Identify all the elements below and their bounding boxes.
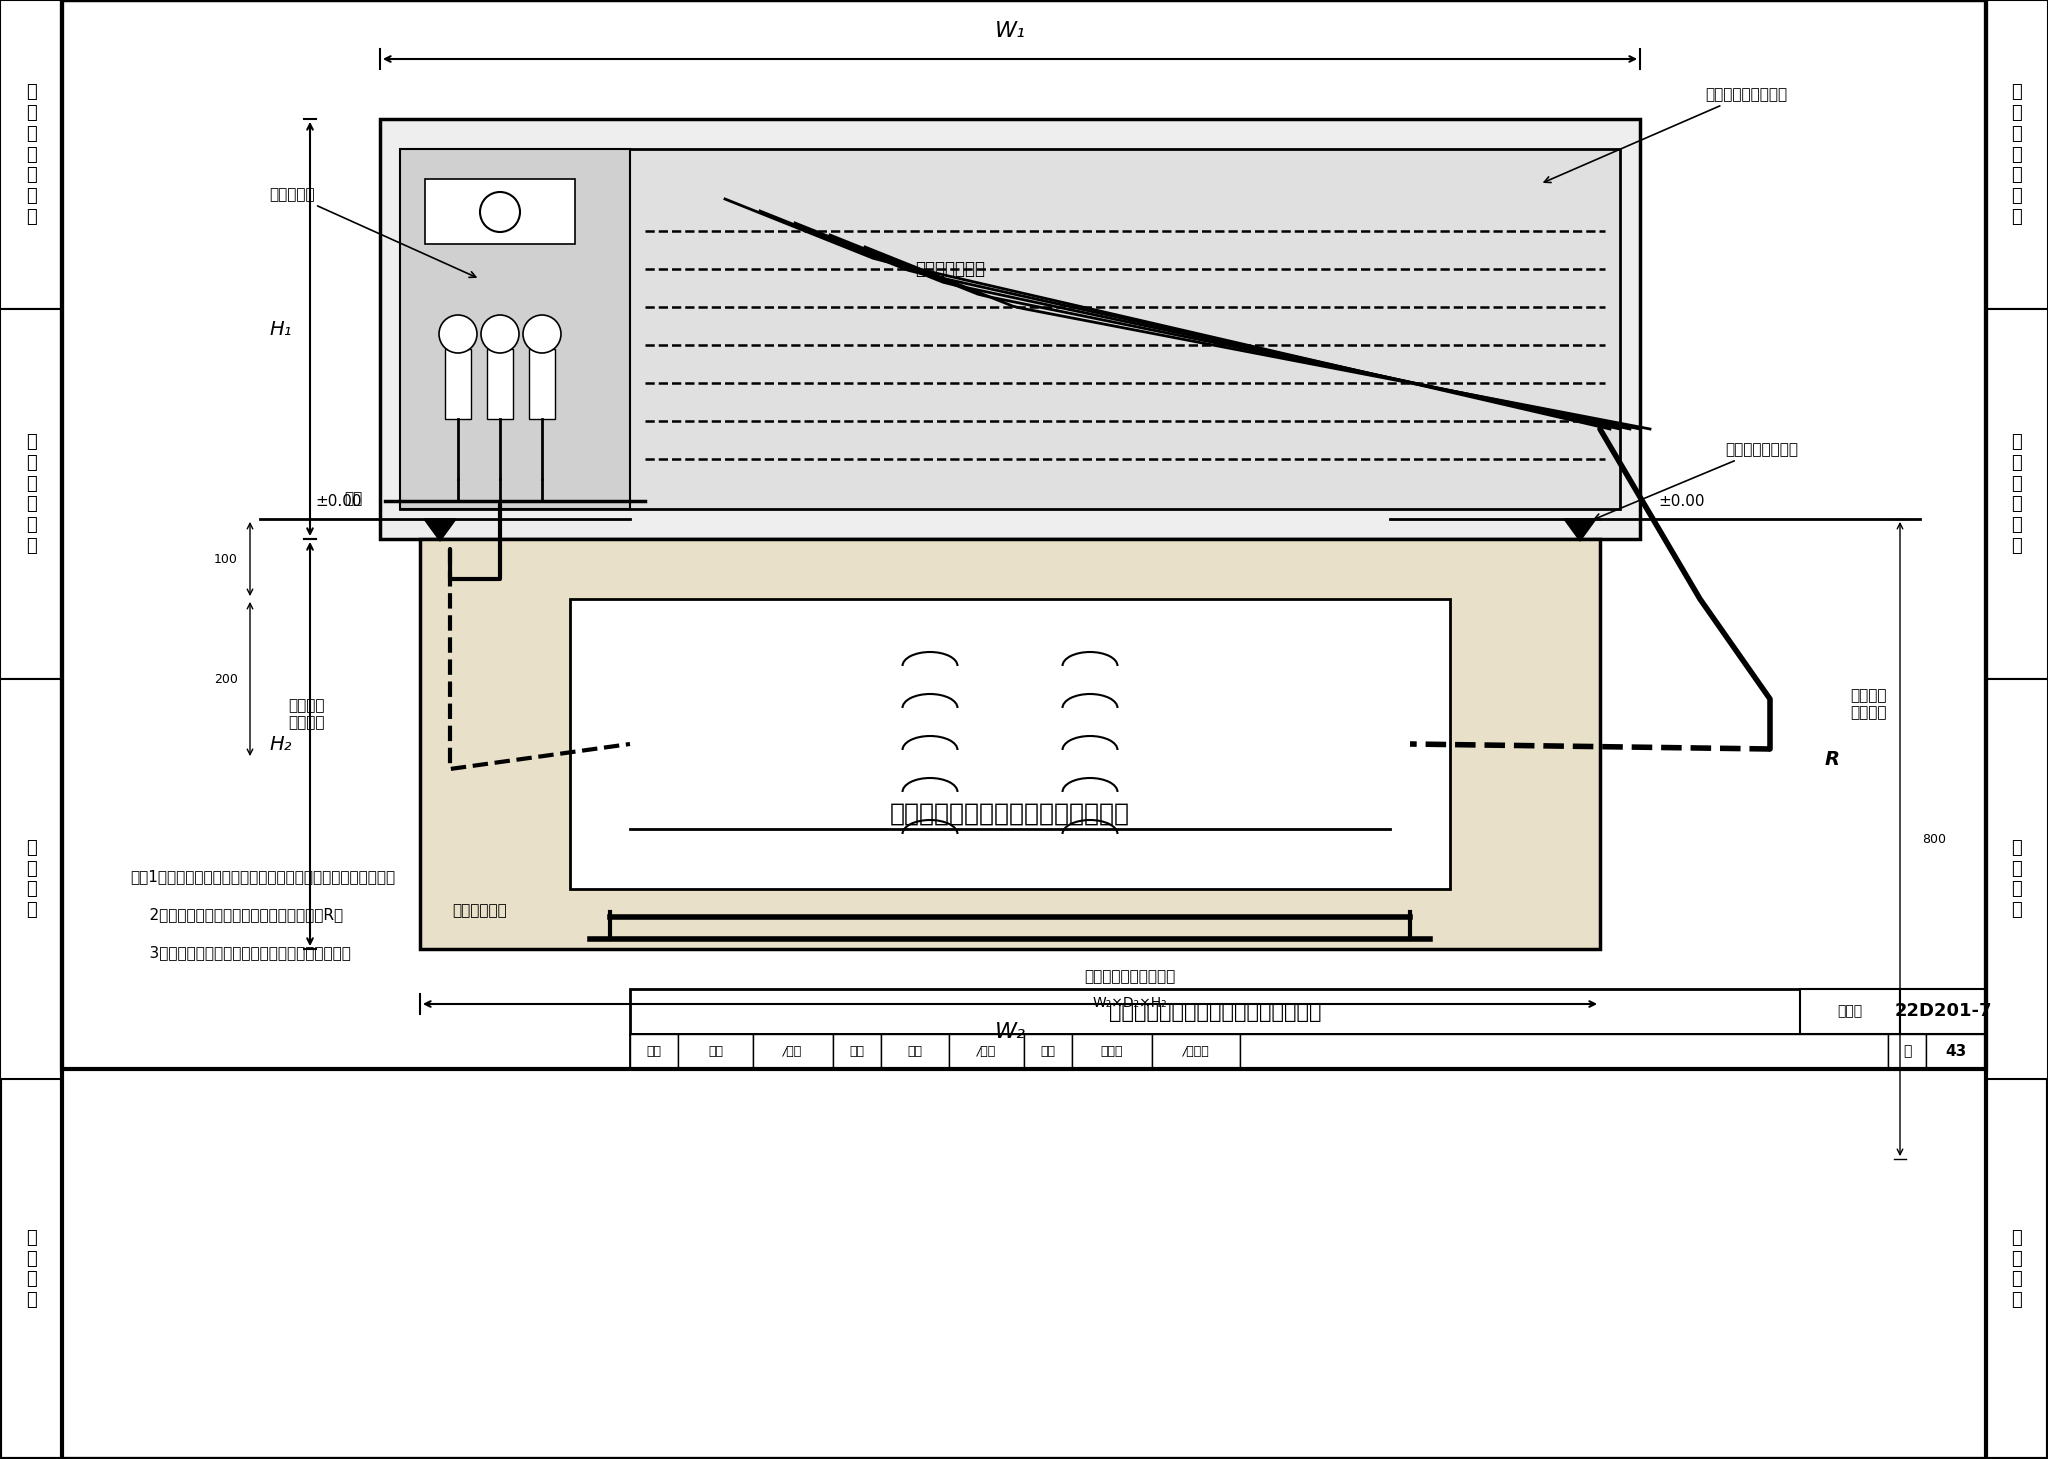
- Text: H₁: H₁: [270, 320, 293, 338]
- Bar: [1987, 678, 2048, 1080]
- Bar: [1024, 1034, 1071, 1069]
- Text: 2．根据高、低压电缆截面积确定转弯半径R。: 2．根据高、低压电缆截面积确定转弯半径R。: [129, 907, 344, 922]
- Text: 电
气
系
统: 电 气 系 统: [27, 839, 37, 919]
- Bar: [1987, 0, 2048, 309]
- Polygon shape: [1565, 519, 1595, 541]
- Circle shape: [438, 315, 477, 353]
- Text: 高压进线柜: 高压进线柜: [270, 187, 475, 277]
- Text: 43: 43: [1946, 1045, 1966, 1059]
- Text: W₂×D₂×H₂: W₂×D₂×H₂: [1094, 996, 1167, 1010]
- Text: 200: 200: [215, 673, 238, 686]
- Text: 审核: 审核: [647, 1045, 662, 1058]
- Bar: [0, 0, 61, 309]
- Text: /陈珠: /陈珠: [784, 1045, 803, 1058]
- Bar: [1151, 1034, 1239, 1069]
- Text: 预制式地下变压器基舱: 预制式地下变压器基舱: [1083, 969, 1176, 985]
- Circle shape: [479, 193, 520, 232]
- Bar: [754, 1034, 834, 1069]
- Bar: [1987, 0, 2048, 1459]
- Text: ±0.00: ±0.00: [1659, 493, 1704, 509]
- Bar: [61, 0, 1987, 1069]
- Text: 预制地面柜体基础: 预制地面柜体基础: [1593, 442, 1798, 519]
- Bar: [444, 349, 471, 419]
- Text: H₂: H₂: [270, 734, 293, 753]
- Bar: [678, 1034, 754, 1069]
- Text: 胡桃: 胡桃: [907, 1045, 922, 1058]
- Text: 图集号: 图集号: [1837, 1004, 1862, 1018]
- Text: 100: 100: [215, 553, 238, 566]
- Bar: [631, 989, 1987, 1034]
- Bar: [0, 678, 61, 1080]
- Text: R: R: [1825, 750, 1839, 769]
- Polygon shape: [424, 519, 457, 541]
- Bar: [399, 149, 631, 509]
- Bar: [1450, 538, 1599, 948]
- Text: 800: 800: [1921, 833, 1946, 846]
- Bar: [569, 600, 1450, 889]
- Circle shape: [522, 315, 561, 353]
- Bar: [1987, 309, 2048, 678]
- Bar: [834, 1034, 881, 1069]
- Bar: [426, 179, 575, 244]
- Text: 低压配电柜出线回路: 低压配电柜出线回路: [1544, 88, 1788, 182]
- Bar: [1925, 1034, 1987, 1069]
- Text: 崔振辉: 崔振辉: [1100, 1045, 1122, 1058]
- Text: 预装式户外箱体: 预装式户外箱体: [915, 260, 985, 279]
- Text: W₂: W₂: [995, 1021, 1026, 1042]
- Bar: [948, 1034, 1024, 1069]
- Text: 支架: 支架: [344, 492, 362, 506]
- Bar: [1239, 1034, 1888, 1069]
- Text: 平
面
图
、
详
图: 平 面 图 、 详 图: [2011, 433, 2021, 554]
- Text: 注：1．高、低压电缆直埋敷设时，覆土深度在当地冻土层以下。: 注：1．高、低压电缆直埋敷设时，覆土深度在当地冻土层以下。: [129, 870, 395, 884]
- Text: 22D201-7: 22D201-7: [1894, 1002, 1993, 1020]
- Bar: [1071, 1034, 1151, 1069]
- Text: 平
面
图
、
详
图: 平 面 图 、 详 图: [27, 433, 37, 554]
- Bar: [1901, 989, 1987, 1034]
- Text: /印船: /印船: [977, 1045, 995, 1058]
- Text: 低压电缆
直埋出线: 低压电缆 直埋出线: [1849, 687, 1886, 721]
- Text: 设计: 设计: [1040, 1045, 1055, 1058]
- Text: 页: 页: [1903, 1045, 1911, 1058]
- Text: 配
套
设
施: 配 套 设 施: [2011, 1228, 2021, 1309]
- Bar: [1800, 989, 1901, 1034]
- Bar: [881, 1034, 948, 1069]
- Text: 高、低压电缆直埋进出线安装示意图: 高、低压电缆直埋进出线安装示意图: [891, 802, 1130, 826]
- Text: 设
计
与
安
装
要
点: 设 计 与 安 装 要 点: [2011, 83, 2021, 226]
- Bar: [0, 0, 61, 1459]
- Bar: [420, 538, 569, 948]
- Circle shape: [481, 315, 518, 353]
- Bar: [0, 309, 61, 678]
- Bar: [631, 1034, 678, 1069]
- Text: 电
气
系
统: 电 气 系 统: [2011, 839, 2021, 919]
- Bar: [1888, 1034, 1925, 1069]
- Text: 配
套
设
施: 配 套 设 施: [27, 1228, 37, 1309]
- Text: /霍振辉: /霍振辉: [1182, 1045, 1210, 1058]
- Bar: [528, 349, 555, 419]
- Bar: [569, 889, 1450, 948]
- Text: ±0.00: ±0.00: [315, 493, 362, 509]
- Bar: [631, 1034, 1987, 1069]
- Bar: [381, 120, 1640, 538]
- Text: 高压电缆
直埋进线: 高压电缆 直埋进线: [289, 697, 326, 730]
- Text: 高、低压电缆进出线安装示意图（一）: 高、低压电缆进出线安装示意图（一）: [1108, 1001, 1321, 1021]
- Text: 陈琪: 陈琪: [709, 1045, 723, 1058]
- Bar: [399, 149, 1620, 509]
- Text: 3．低压出线电缆根据实际需求由工程设计确定。: 3．低压出线电缆根据实际需求由工程设计确定。: [129, 945, 350, 960]
- Text: 地下式变压器: 地下式变压器: [453, 903, 508, 919]
- Text: W₁: W₁: [995, 20, 1026, 41]
- Text: 设
计
与
安
装
要
点: 设 计 与 安 装 要 点: [27, 83, 37, 226]
- Text: 校对: 校对: [850, 1045, 864, 1058]
- Bar: [487, 349, 512, 419]
- Bar: [420, 538, 1599, 948]
